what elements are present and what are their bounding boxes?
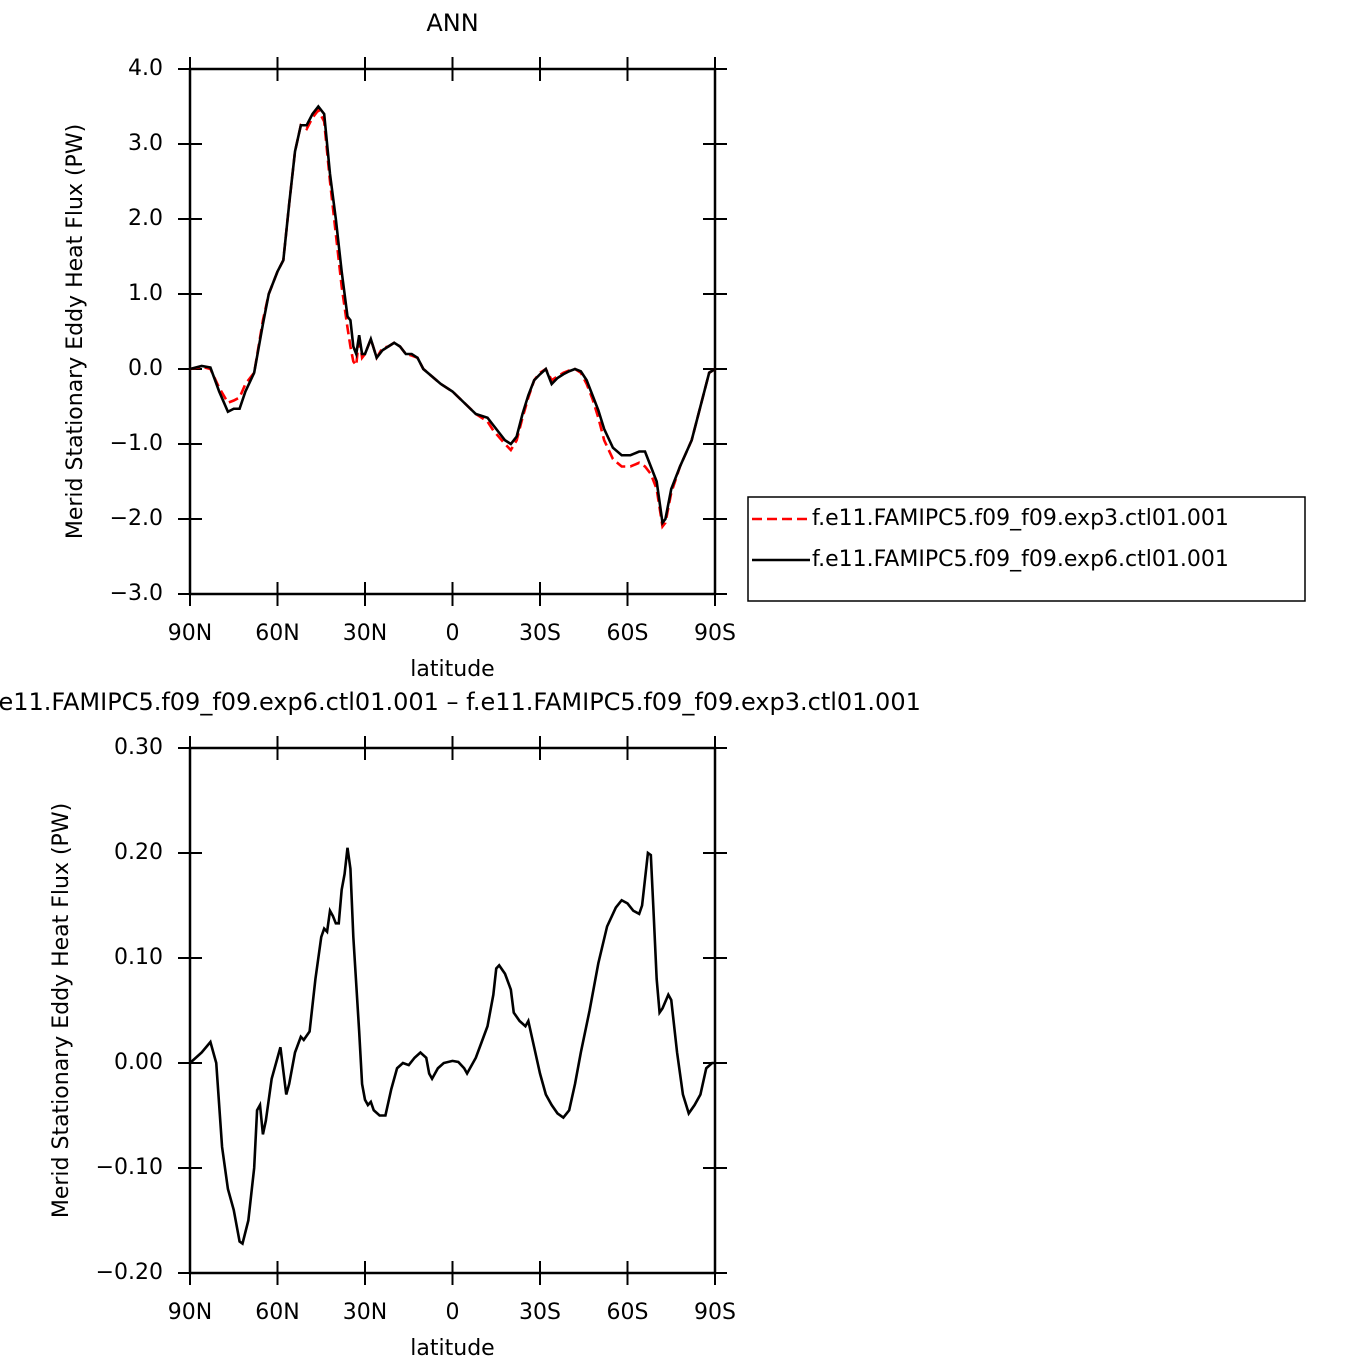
y-tick-label: 0.00	[114, 1050, 163, 1075]
x-tick-label: 30S	[519, 1300, 561, 1325]
legend-label: f.e11.FAMIPC5.f09_f09.exp3.ctl01.001	[812, 506, 1229, 531]
plot-frame	[188, 746, 717, 1275]
x-tick-label: 60N	[255, 621, 299, 646]
y-tick-label: 0.10	[114, 945, 163, 970]
x-tick-label: 30S	[519, 621, 561, 646]
y-tick-label: 2.0	[128, 206, 163, 231]
x-tick-label: 30N	[343, 1300, 387, 1325]
data-line	[189, 104, 716, 526]
x-axis-label: latitude	[410, 657, 494, 682]
x-tick-label: 0	[446, 621, 460, 646]
chart-title: f.e11.FAMIPC5.f09_f09.exp6.ctl01.001 – f…	[0, 688, 921, 716]
x-tick-label: 60N	[255, 1300, 299, 1325]
y-tick-label: −1.0	[110, 431, 163, 456]
chart-title: ANN	[426, 9, 478, 37]
x-tick-label: 90N	[168, 1300, 212, 1325]
y-tick-label: 0.20	[114, 840, 163, 865]
y-tick-label: 1.0	[128, 281, 163, 306]
plot-frame	[188, 67, 717, 596]
legend-label: f.e11.FAMIPC5.f09_f09.exp6.ctl01.001	[812, 547, 1229, 572]
y-axis-label: Merid Stationary Eddy Heat Flux (PW)	[49, 803, 74, 1218]
x-tick-label: 90N	[168, 621, 212, 646]
data-line	[189, 847, 715, 1246]
y-tick-label: −0.10	[96, 1155, 163, 1180]
y-tick-label: 4.0	[128, 56, 163, 81]
x-tick-label: 0	[446, 1300, 460, 1325]
y-tick-label: 3.0	[128, 131, 163, 156]
y-tick-label: 0.30	[114, 735, 163, 760]
y-tick-label: −0.20	[96, 1260, 163, 1285]
data-line	[189, 107, 716, 530]
x-tick-label: 30N	[343, 621, 387, 646]
y-axis-label: Merid Stationary Eddy Heat Flux (PW)	[63, 124, 88, 539]
x-tick-label: 60S	[607, 1300, 649, 1325]
y-tick-label: −2.0	[110, 506, 163, 531]
y-tick-label: −3.0	[110, 581, 163, 606]
legend-frame	[747, 496, 1306, 602]
x-tick-label: 90S	[694, 621, 736, 646]
x-tick-label: 90S	[694, 1300, 736, 1325]
x-axis-label: latitude	[410, 1336, 494, 1361]
x-tick-label: 60S	[607, 621, 649, 646]
y-tick-label: 0.0	[128, 356, 163, 381]
